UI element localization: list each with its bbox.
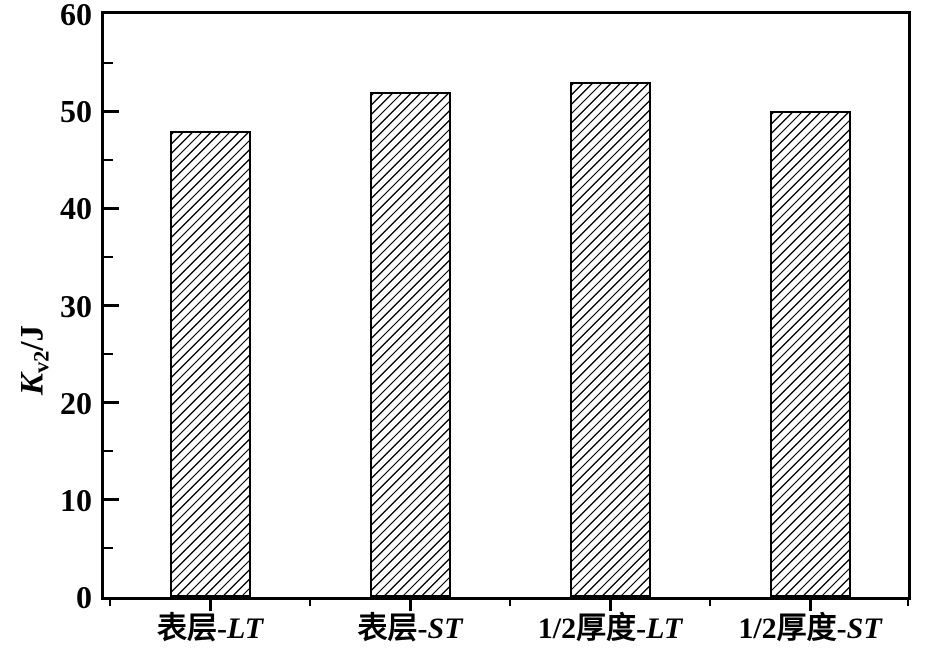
- x-category-label: 1/2厚度-LT: [538, 613, 682, 645]
- y-major-tick: [104, 206, 119, 210]
- y-axis-label-unit: /J: [14, 324, 51, 351]
- x-minor-tick: [509, 600, 511, 606]
- category-prefix: 1/2厚度-: [738, 612, 847, 645]
- bar-1: [169, 130, 251, 597]
- y-major-tick: [104, 304, 119, 307]
- y-minor-tick: [104, 450, 113, 453]
- y-tick-label: 10: [60, 481, 92, 518]
- category-suffix: ST: [427, 612, 463, 645]
- y-tick-label: 30: [60, 287, 92, 324]
- category-prefix: 表层-: [156, 612, 227, 645]
- x-category-label: 表层-LT: [157, 613, 263, 645]
- y-minor-tick: [104, 61, 113, 64]
- y-tick-label: 50: [60, 93, 92, 130]
- x-major-tick: [208, 600, 212, 611]
- x-minor-tick: [309, 600, 311, 606]
- category-prefix: 1/2厚度-: [537, 612, 647, 645]
- y-tick-label: 0: [76, 579, 92, 615]
- x-major-tick: [408, 600, 412, 611]
- y-major-tick: [104, 498, 119, 502]
- x-minor-tick: [109, 600, 111, 606]
- y-minor-tick: [104, 255, 113, 258]
- x-major-tick: [608, 600, 612, 611]
- x-category-label: 表层-ST: [357, 613, 462, 645]
- y-axis-label: Kv2/J: [14, 324, 54, 395]
- x-category-label: 1/2厚度-ST: [738, 613, 881, 645]
- bar-4: [769, 111, 851, 597]
- x-minor-tick: [709, 600, 711, 606]
- category-suffix: ST: [846, 612, 882, 645]
- category-suffix: LT: [226, 612, 264, 645]
- y-minor-tick: [104, 158, 113, 161]
- y-minor-tick: [104, 353, 113, 356]
- y-major-tick: [104, 401, 119, 405]
- y-major-tick: [104, 109, 119, 113]
- y-tick-label: 60: [60, 0, 92, 32]
- category-suffix: LT: [646, 612, 683, 645]
- y-tick-label: 20: [60, 384, 92, 421]
- category-prefix: 表层-: [357, 612, 428, 645]
- x-major-tick: [808, 600, 812, 611]
- bar-2: [369, 91, 451, 597]
- y-axis-label-subscript: v2: [28, 350, 54, 374]
- y-tick-label: 40: [60, 190, 92, 227]
- x-minor-tick: [907, 600, 909, 606]
- bar-3: [569, 82, 651, 597]
- y-minor-tick: [104, 547, 113, 550]
